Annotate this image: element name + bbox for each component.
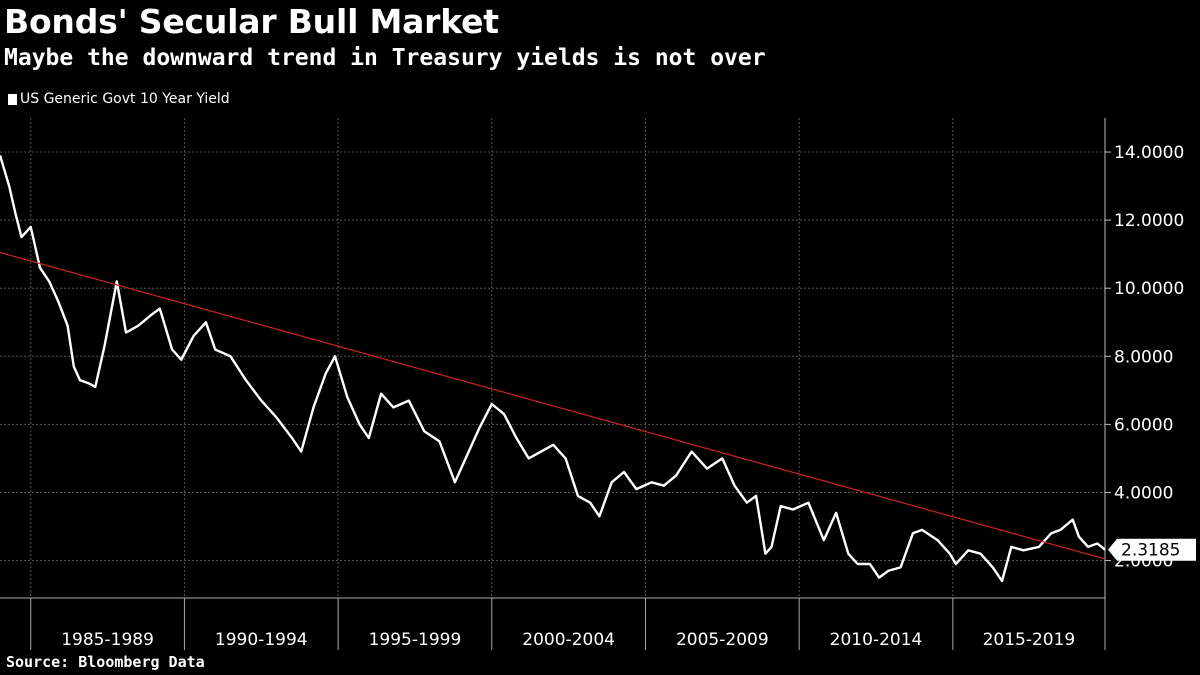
x-category-label: 2005-2009 [676,630,769,650]
y-tick-label: 4.0000 [1114,483,1173,503]
trend-line [0,251,1106,560]
chart-title: Bonds' Secular Bull Market [4,2,499,41]
y-tick-label: 10.0000 [1114,279,1184,299]
axes [0,118,1111,650]
y-tick-labels: 2.00004.00006.00008.000010.000012.000014… [1114,143,1184,572]
legend: US Generic Govt 10 Year Yield [8,91,230,107]
legend-swatch [8,93,17,105]
y-tick-label: 6.0000 [1114,415,1173,435]
last-value-tag [1108,538,1196,561]
y-tick-label: 14.0000 [1114,143,1184,163]
last-value-label: 2.3185 [1108,538,1196,561]
series-lines [0,155,1106,583]
grid-lines [0,118,1105,598]
source-note: Source: Bloomberg Data [6,653,205,671]
x-category-label: 2010-2014 [830,630,923,650]
x-category-label: 2000-2004 [522,630,615,650]
x-category-label: 1995-1999 [369,630,462,650]
chart-subtitle: Maybe the downward trend in Treasury yie… [4,45,766,71]
y-tick-label: 12.0000 [1114,211,1184,231]
y-tick-label: 8.0000 [1114,347,1173,367]
last-value-text: 2.3185 [1121,541,1180,561]
x-category-label: 2015-2019 [983,630,1076,650]
x-category-labels: 1985-1989 1990-1994 1995-1999 2000-2004 2005… [61,630,1075,650]
x-category-label: 1990-1994 [215,630,308,650]
yield-line [0,155,1106,583]
legend-label: US Generic Govt 10 Year Yield [20,91,230,107]
x-category-label: 1985-1989 [61,630,154,650]
